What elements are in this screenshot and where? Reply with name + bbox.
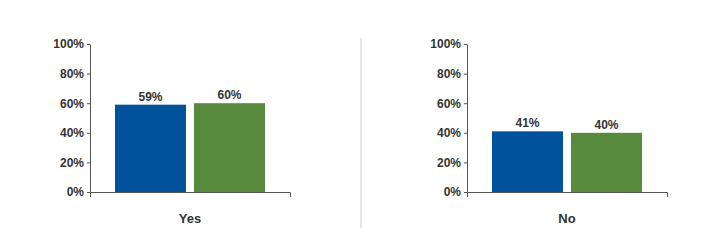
y-tick-mark xyxy=(87,44,90,45)
y-tick-label: 0% xyxy=(444,185,462,199)
data-label: 59% xyxy=(138,90,162,104)
y-tick-label: 60% xyxy=(437,97,461,111)
bar xyxy=(571,133,642,192)
x-axis-line xyxy=(468,193,668,198)
y-tick-mark xyxy=(464,192,467,193)
y-tick: 100% xyxy=(430,37,467,51)
y-tick-mark xyxy=(87,103,90,104)
bar xyxy=(115,105,186,192)
y-axis: 0% 20% 40% 60% 80% 100% xyxy=(53,37,90,199)
data-label: 40% xyxy=(594,118,618,132)
y-tick: 60% xyxy=(437,97,467,111)
y-axis: 0% 20% 40% 60% 80% 100% xyxy=(430,37,467,199)
y-tick-mark xyxy=(464,133,467,134)
y-tick-label: 80% xyxy=(60,67,84,81)
y-tick-label: 80% xyxy=(437,67,461,81)
y-tick: 60% xyxy=(60,97,90,111)
y-tick: 0% xyxy=(67,185,90,199)
y-tick-mark xyxy=(87,74,90,75)
y-tick-mark xyxy=(87,133,90,134)
chart-canvas: 0% 20% 40% 60% 80% 100% Yes 59% 60% 0% 20% 40% 60% 80… xyxy=(0,0,723,250)
y-tick-label: 60% xyxy=(60,97,84,111)
y-tick-mark xyxy=(464,74,467,75)
data-labels: 41% 40% xyxy=(515,116,618,131)
y-tick-mark xyxy=(87,192,90,193)
data-label: 41% xyxy=(515,116,539,130)
x-axis: No xyxy=(468,192,668,226)
panel: 0% 20% 40% 60% 80% 100% Yes 59% 60% xyxy=(53,37,290,226)
y-tick-mark xyxy=(464,162,467,163)
panel: 0% 20% 40% 60% 80% 100% No 41% 40% xyxy=(430,37,667,226)
y-tick: 80% xyxy=(437,67,467,81)
y-tick-label: 100% xyxy=(430,37,461,51)
data-labels: 59% 60% xyxy=(138,88,241,103)
y-tick: 80% xyxy=(60,67,90,81)
y-tick-mark xyxy=(464,103,467,104)
y-tick-label: 20% xyxy=(437,156,461,170)
bars xyxy=(115,103,265,192)
y-tick: 20% xyxy=(437,156,467,170)
y-tick-label: 100% xyxy=(53,37,84,51)
y-tick: 100% xyxy=(53,37,90,51)
bar xyxy=(492,131,563,192)
bar xyxy=(194,103,265,192)
y-tick-label: 40% xyxy=(60,126,84,140)
bars xyxy=(492,131,642,192)
x-axis-line xyxy=(91,193,291,198)
panel-divider xyxy=(361,38,362,228)
y-tick: 40% xyxy=(60,126,90,140)
y-tick-label: 0% xyxy=(67,185,85,199)
category-label: No xyxy=(558,211,575,226)
y-tick-mark xyxy=(87,162,90,163)
y-tick: 20% xyxy=(60,156,90,170)
y-tick: 0% xyxy=(444,185,467,199)
y-tick-label: 20% xyxy=(60,156,84,170)
y-axis-line xyxy=(467,45,468,193)
data-label: 60% xyxy=(217,88,241,102)
y-axis-line xyxy=(90,45,91,193)
x-axis: Yes xyxy=(91,192,291,226)
x-tick: No xyxy=(558,192,575,226)
y-tick-mark xyxy=(464,44,467,45)
y-tick: 40% xyxy=(437,126,467,140)
category-label: Yes xyxy=(179,211,201,226)
y-tick-label: 40% xyxy=(437,126,461,140)
x-tick: Yes xyxy=(179,192,201,226)
